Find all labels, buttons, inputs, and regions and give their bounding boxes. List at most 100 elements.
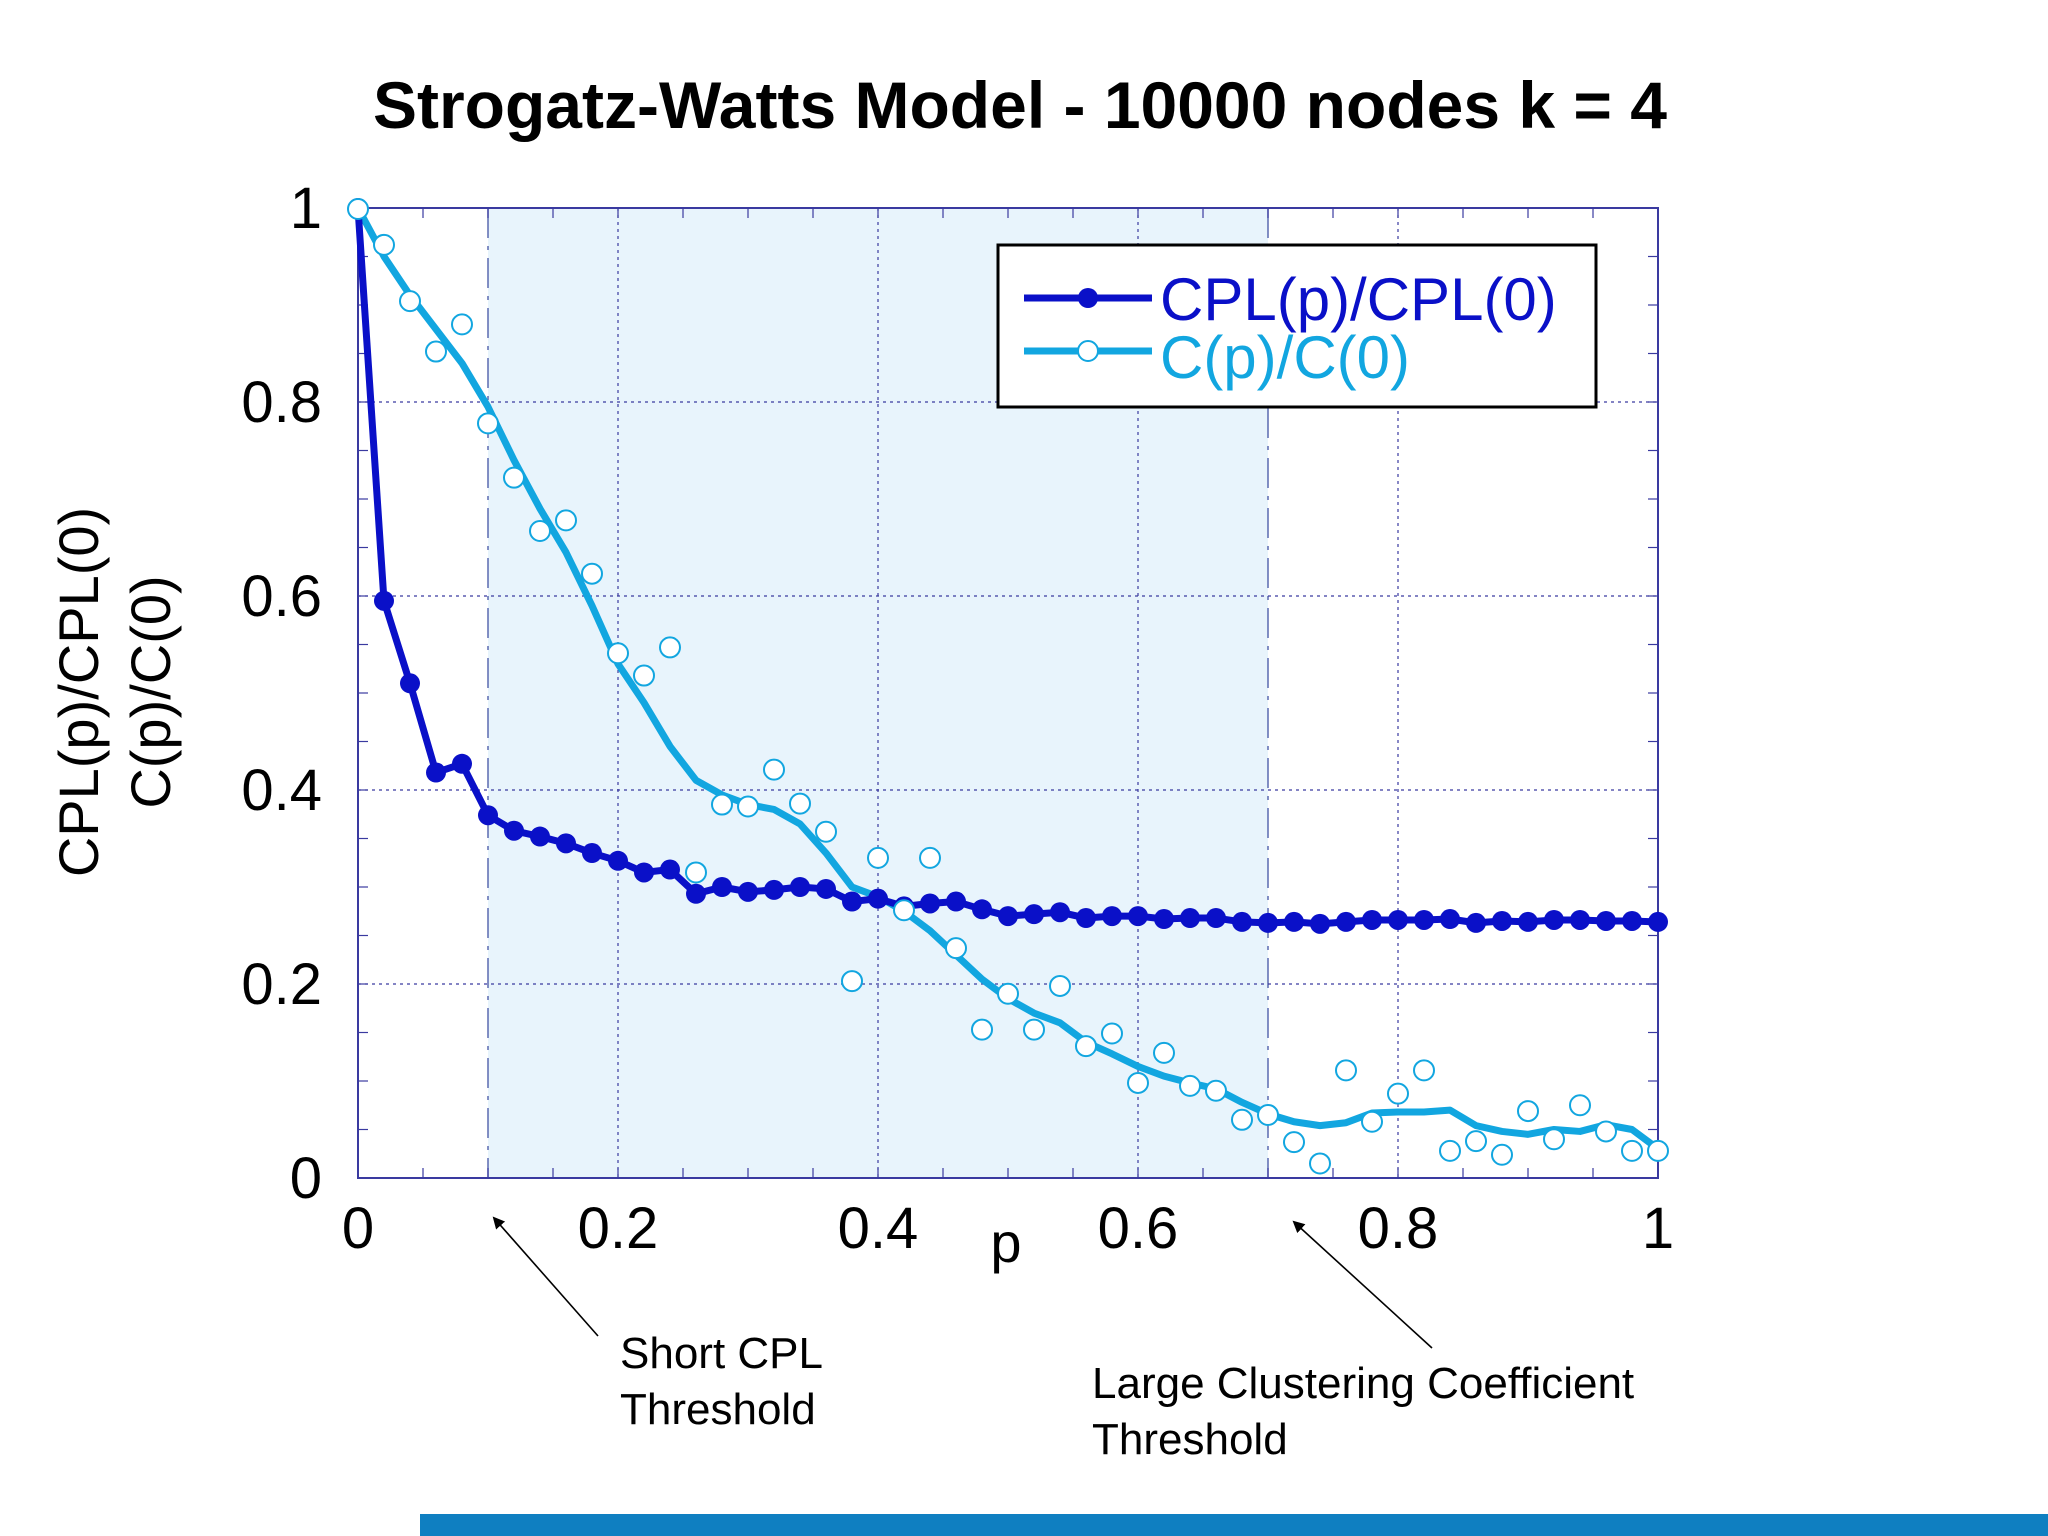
cpl-point-16 [764,879,784,900]
cc-point-2 [399,290,421,313]
cc-point-10 [607,642,629,665]
cc-point-26 [1023,1018,1045,1041]
y-tick-label-4: 0.8 [241,370,322,435]
cc-point-0 [347,197,369,220]
cc-point-24 [971,1018,993,1041]
cpl-point-10 [608,850,628,871]
cpl-point-49 [1622,910,1642,931]
cc-point-37 [1309,1152,1331,1175]
cpl-point-13 [686,883,706,904]
annotation-arrow-large-cc [1292,1220,1433,1349]
cpl-point-46 [1544,909,1564,930]
annotation-arrow-short-cpl [492,1216,599,1337]
cc-point-27 [1049,974,1071,997]
tick-labels: 0 0.2 0.4 0.6 0.8 1 0 0.2 0.4 0.6 0.8 1 [241,176,1674,1261]
annotation-large-cc: Large Clustering Coefficient Threshold [1092,1220,1634,1464]
cpl-point-33 [1206,908,1226,929]
cc-point-13 [685,861,707,884]
cc-point-34 [1231,1108,1253,1131]
cpl-point-1 [374,590,394,611]
cpl-point-22 [920,893,940,914]
cc-point-33 [1205,1079,1227,1102]
annotation-text-large-cc-1: Large Clustering Coefficient [1092,1359,1634,1408]
cpl-point-43 [1466,912,1486,933]
cc-point-41 [1413,1059,1435,1082]
annotation-text-short-cpl-1: Short CPL [620,1329,823,1378]
y-tick-label-3: 0.6 [241,564,322,629]
series-layer [347,197,1669,1175]
cc-point-8 [555,509,577,532]
cc-point-35 [1257,1103,1279,1126]
cc-point-17 [789,792,811,815]
cpl-point-45 [1518,911,1538,932]
cpl-point-48 [1596,910,1616,931]
cc-point-15 [737,795,759,818]
cc-point-20 [867,846,889,869]
cc-point-31 [1153,1041,1175,1064]
cpl-point-8 [556,833,576,854]
cc-point-43 [1465,1130,1487,1153]
cpl-point-3 [426,762,446,783]
cpl-point-27 [1050,902,1070,923]
plot-frame [357,207,1659,1179]
cpl-point-50 [1648,911,1668,932]
cpl-point-40 [1388,909,1408,930]
cc-point-30 [1127,1071,1149,1094]
cc-point-23 [945,937,967,960]
y-tick-label-5: 1 [290,176,322,241]
cpl-point-24 [972,899,992,920]
cc-point-28 [1075,1035,1097,1058]
cc-point-47 [1569,1094,1591,1117]
cpl-point-14 [712,877,732,897]
cpl-point-47 [1570,909,1590,930]
cpl-point-12 [660,859,680,880]
cc-point-44 [1491,1143,1513,1166]
cpl-point-15 [738,881,758,902]
cc-point-7 [529,520,551,543]
x-tick-label-3: 0.6 [1098,1196,1179,1261]
cpl-point-28 [1076,908,1096,929]
cc-point-19 [841,970,863,993]
cpl-point-36 [1284,911,1304,932]
y-tick-label-2: 0.4 [241,758,322,823]
cpl-point-5 [478,805,498,826]
cc-point-48 [1595,1120,1617,1143]
legend-marker-cc [1077,340,1099,362]
annotation-short-cpl: Short CPL Threshold [492,1216,823,1434]
cc-point-49 [1621,1139,1643,1162]
cc-point-9 [581,562,603,585]
cpl-point-4 [452,753,472,774]
legend-marker-cpl [1078,288,1098,308]
x-tick-label-2: 0.4 [838,1196,919,1261]
cc-point-3 [425,340,447,363]
y-axis-label-line-1: CPL(p)/CPL(0) [47,507,110,877]
cc-point-4 [451,313,473,336]
cc-point-45 [1517,1100,1539,1123]
cpl-point-18 [816,878,836,899]
y-tick-label-1: 0.2 [241,952,322,1017]
cpl-point-44 [1492,910,1512,931]
legend-box [996,243,1598,409]
cc-point-16 [763,758,785,781]
y-tick-label-0: 0 [290,1146,322,1211]
cpl-point-32 [1180,908,1200,929]
y-axis-label-line-2: C(p)/C(0) [119,575,182,808]
cc-point-32 [1179,1074,1201,1097]
cc-point-39 [1361,1110,1383,1133]
annotation-text-large-cc-2: Threshold [1092,1415,1288,1464]
cc-point-1 [373,233,395,256]
cpl-point-6 [504,820,524,841]
x-axis-label: p [990,1211,1021,1274]
cpl-point-37 [1310,913,1330,934]
legend-label-cpl: CPL(p)/CPL(0) [1160,266,1557,333]
cc-point-11 [633,664,655,687]
bottom-accent-bar [420,1514,2048,1536]
cpl-point-30 [1128,906,1148,927]
cpl-point-9 [582,843,602,864]
cc-point-22 [919,846,941,869]
cpl-point-31 [1154,909,1174,930]
cpl-point-26 [1024,904,1044,925]
x-tick-label-0: 0 [342,1196,374,1261]
cc-point-18 [815,820,837,843]
annotation-text-short-cpl-2: Threshold [620,1385,816,1434]
